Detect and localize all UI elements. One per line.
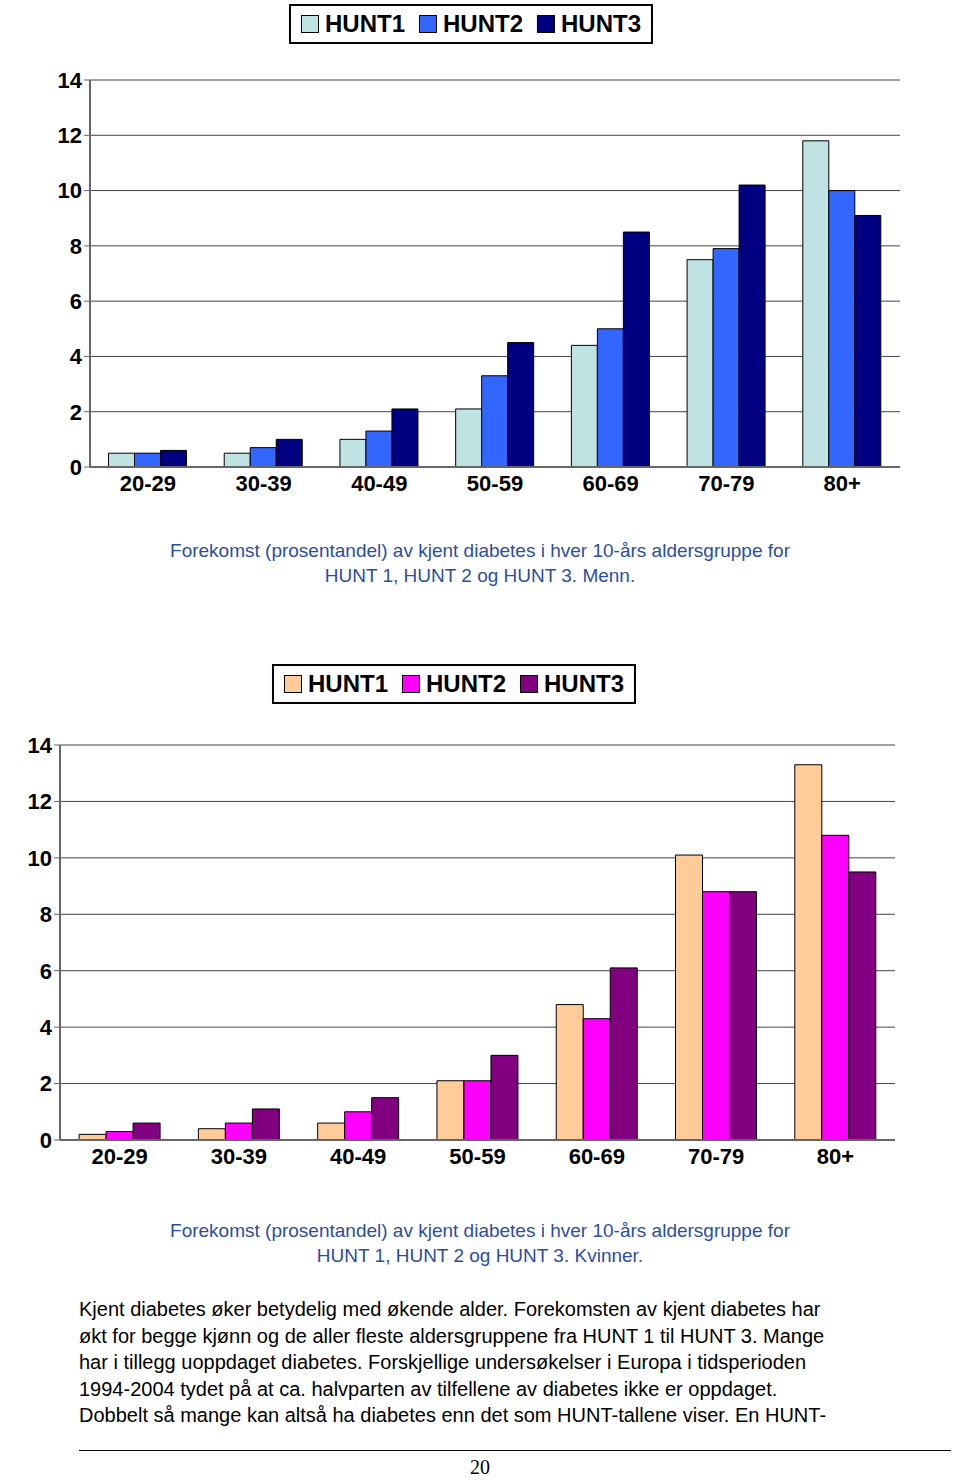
svg-text:0: 0 [70,455,82,480]
svg-text:4: 4 [40,1015,53,1040]
svg-text:14: 14 [28,733,53,758]
html-text:HUNT1: HUNT1 [325,10,405,37]
html-text:Kjent diabetes øker betydelig: Kjent diabetes øker betydelig med økende… [79,1298,821,1320]
svg-text:14: 14 [58,68,83,93]
svg-text:60-69: 60-69 [569,1144,625,1169]
svg-text:6: 6 [70,289,82,314]
html-text:Dobbelt så mange kan altså ha: Dobbelt så mange kan altså ha diabetes e… [79,1404,826,1426]
svg-text:80+: 80+ [817,1144,854,1169]
svg-text:10: 10 [58,178,82,203]
html-text:Forekomst (prosentandel) av kj: Forekomst (prosentandel) av kjent diabet… [170,1220,790,1266]
svg-text:2: 2 [40,1071,52,1096]
svg-text:50-59: 50-59 [449,1144,505,1169]
svg-text:40-49: 40-49 [330,1144,386,1169]
html-text:HUNT2: HUNT2 [443,10,523,37]
svg-text:12: 12 [58,123,82,148]
svg-text:30-39: 30-39 [235,471,291,496]
html-text:HUNT2: HUNT2 [426,670,506,697]
html-text:HUNT3: HUNT3 [561,10,641,37]
svg-text:4: 4 [70,344,83,369]
svg-text:40-49: 40-49 [351,471,407,496]
svg-text:8: 8 [70,234,82,259]
svg-text:6: 6 [40,959,52,984]
html-text:Forekomst (prosentandel) av kj: Forekomst (prosentandel) av kjent diabet… [170,540,790,586]
svg-text:80+: 80+ [823,471,860,496]
svg-text:10: 10 [28,846,52,871]
svg-text:0: 0 [40,1128,52,1153]
svg-text:50-59: 50-59 [467,471,523,496]
svg-text:2: 2 [70,400,82,425]
html-text:har i tillegg uoppdaget diabet: har i tillegg uoppdaget diabetes. Forskj… [79,1351,807,1373]
svg-text:8: 8 [40,902,52,927]
svg-text:20-29: 20-29 [92,1144,148,1169]
html-text:1994-2004 tydet på at ca. halv: 1994-2004 tydet på at ca. halvparten av … [79,1377,778,1400]
html-text:økt for begge kjønn og de alle: økt for begge kjønn og de aller fleste a… [79,1324,825,1347]
svg-text:12: 12 [28,789,52,814]
svg-text:60-69: 60-69 [583,471,639,496]
svg-text:30-39: 30-39 [211,1144,267,1169]
html-text:HUNT1: HUNT1 [308,670,388,697]
svg-text:70-79: 70-79 [688,1144,744,1169]
svg-text:70-79: 70-79 [698,471,754,496]
svg-text:20-29: 20-29 [120,471,176,496]
html-text:HUNT3: HUNT3 [544,670,624,697]
html-text:20: 20 [470,1456,490,1478]
